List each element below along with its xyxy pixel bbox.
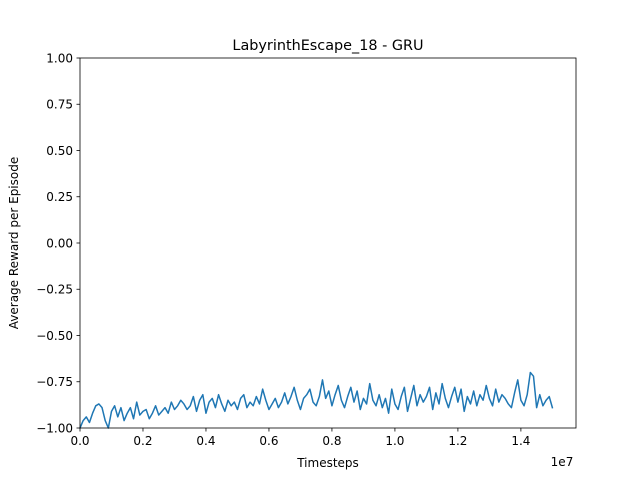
x-tick-label: 0.0 [70, 434, 89, 448]
x-tick-label: 0.6 [259, 434, 278, 448]
y-axis: −1.00 −0.75 −0.50 −0.25 0.00 0.25 0.50 0.75 1.00 [36, 51, 80, 435]
y-tick-label: −0.25 [36, 283, 73, 297]
y-tick-label: 0.00 [46, 236, 73, 250]
x-axis: 0.0 0.2 0.4 0.6 0.8 1.0 1.2 1.4 [70, 428, 530, 448]
y-axis-title: Average Reward per Episode [7, 157, 21, 329]
x-tick-label: 1.2 [448, 434, 467, 448]
series-line [79, 371, 554, 429]
y-tick-label: 0.50 [46, 144, 73, 158]
x-tick-label: 0.4 [196, 434, 215, 448]
x-axis-title: Timesteps [296, 456, 359, 470]
x-tick-label: 1.4 [511, 434, 530, 448]
y-tick-label: 0.75 [46, 98, 73, 112]
x-tick-label: 1.0 [385, 434, 404, 448]
y-tick-label: −0.50 [36, 329, 73, 343]
y-tick-label: 1.00 [46, 51, 73, 65]
x-tick-label: 0.8 [322, 434, 341, 448]
y-tick-label: −0.75 [36, 375, 73, 389]
x-axis-offset-label: 1e7 [551, 455, 574, 469]
x-tick-label: 0.2 [133, 434, 152, 448]
chart-title: LabyrinthEscape_18 - GRU [232, 38, 423, 54]
y-tick-label: −1.00 [36, 421, 73, 435]
y-tick-label: 0.25 [46, 190, 73, 204]
